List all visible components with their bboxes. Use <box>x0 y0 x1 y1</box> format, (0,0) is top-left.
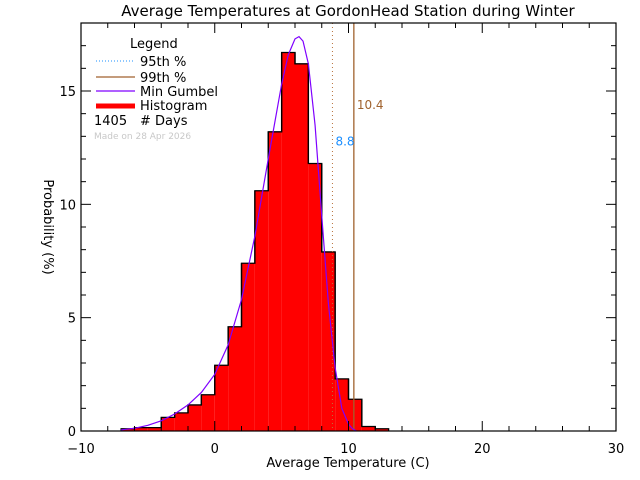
x-tick-label: 0 <box>211 442 219 457</box>
histogram-bar <box>254 190 269 431</box>
y-tick-label: 5 <box>68 312 76 327</box>
legend-95th-label: 95th % <box>140 55 186 70</box>
histogram-bar <box>321 251 336 431</box>
legend-99th-label: 99th % <box>140 71 186 86</box>
x-tick-label: 20 <box>474 442 491 457</box>
histogram-bar <box>295 63 309 432</box>
histogram-bar <box>375 428 389 431</box>
histogram-bar <box>281 52 295 431</box>
histogram-bar <box>161 417 175 431</box>
legend-days-label: # Days <box>140 114 188 129</box>
x-tick-label: 10 <box>340 442 357 457</box>
percentile-lines <box>331 23 355 431</box>
histogram-bar <box>308 163 322 432</box>
histogram-bar <box>241 263 255 431</box>
made-on-note: Made on 28 Apr 2026 <box>94 132 191 142</box>
x-tick-label: 30 <box>608 442 625 457</box>
y-axis-label: Probability (%) <box>40 179 55 274</box>
legend-gumbel-label: Min Gumbel <box>140 85 218 100</box>
y-tick-label: 10 <box>59 198 76 213</box>
x-axis-label: Average Temperature (C) <box>266 456 429 471</box>
y-axis-ticks: 0 5 10 15 <box>59 22 616 440</box>
x-axis-ticks: −10 0 10 20 30 <box>67 23 624 457</box>
histogram-bar <box>228 326 242 431</box>
histogram-bar <box>174 412 188 431</box>
histogram-bar <box>134 427 148 431</box>
histogram-bar <box>214 365 229 431</box>
y-tick-label: 15 <box>59 85 76 100</box>
histogram-bar <box>268 131 282 432</box>
legend-days-count: 1405 <box>94 114 127 129</box>
histogram-bar <box>121 428 135 431</box>
legend-histogram-label: Histogram <box>140 99 207 114</box>
x-tick-label: −10 <box>67 442 94 457</box>
percentile-annotation: 10.4 <box>357 98 384 112</box>
legend-title: Legend <box>130 37 178 52</box>
gumbel-curve <box>121 35 357 432</box>
histogram-bar <box>201 394 215 431</box>
histogram-bar <box>348 399 362 431</box>
histogram-bar <box>361 426 376 431</box>
y-tick-label: 0 <box>68 425 76 440</box>
chart-title: Average Temperatures at GordonHead Stati… <box>121 2 575 20</box>
percentile-annotations: 8.8 10.4 <box>335 98 383 148</box>
legend: Legend 95th % 99th % Min Gumbel Histogra… <box>94 37 218 142</box>
histogram-bar <box>147 427 162 431</box>
percentile-annotation: 8.8 <box>335 134 354 148</box>
histogram-bar <box>188 404 202 431</box>
